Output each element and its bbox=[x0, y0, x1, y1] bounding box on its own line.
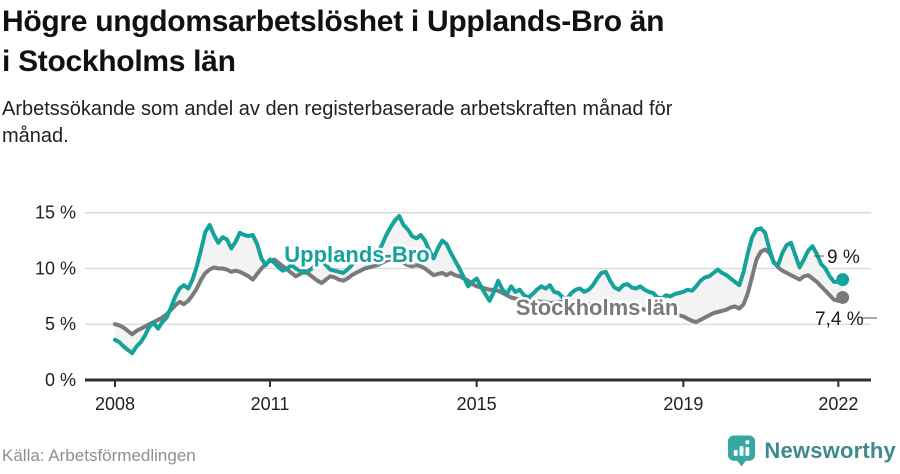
series-label-upplands-bro: Upplands-Bro bbox=[284, 242, 429, 267]
end-value-label-upplands-bro: 9 % bbox=[827, 247, 860, 268]
x-tick-label: 2019 bbox=[663, 394, 703, 414]
newsworthy-pin-barchart-icon bbox=[728, 435, 756, 467]
y-tick-label: 0 % bbox=[45, 370, 76, 390]
y-tick-label: 15 % bbox=[35, 203, 76, 223]
series-label-stockholms-lan: Stockholms län bbox=[516, 295, 679, 320]
x-tick-label: 2011 bbox=[251, 394, 290, 414]
end-dot-upplands-bro bbox=[836, 273, 850, 287]
x-tick-label: 2015 bbox=[457, 394, 497, 414]
y-tick-label: 5 % bbox=[45, 314, 76, 334]
end-value-label-stockholms-lan: 7,4 % bbox=[815, 309, 864, 330]
x-tick-label: 2022 bbox=[818, 394, 858, 414]
series-line-upplands-bro bbox=[113, 214, 845, 356]
series-line-stockholms-lan bbox=[113, 247, 845, 337]
chart-footer: Källa: Arbetsförmedlingen Newsworthy bbox=[0, 432, 900, 468]
source-note: Källa: Arbetsförmedlingen bbox=[2, 446, 196, 465]
chart-header: Högre ungdomsarbetslöshet i Upplands-Bro… bbox=[2, 2, 882, 151]
unemployment-line-chart: 2008 2011 2015 2019 2022 0 % 5 % 10 % 15 % Upplan… bbox=[35, 203, 877, 414]
end-dot-stockholms-lan bbox=[836, 290, 850, 304]
chart-subtitle: Arbetssökande som andel av den registerb… bbox=[2, 97, 673, 148]
newsworthy-wordmark: Newsworthy bbox=[764, 438, 896, 463]
page-title: Högre ungdomsarbetslöshet i Upplands-Bro… bbox=[2, 5, 665, 78]
y-tick-label: 10 % bbox=[35, 258, 76, 278]
x-tick-label: 2008 bbox=[95, 394, 135, 414]
newsworthy-logo[interactable]: Newsworthy bbox=[726, 434, 896, 468]
